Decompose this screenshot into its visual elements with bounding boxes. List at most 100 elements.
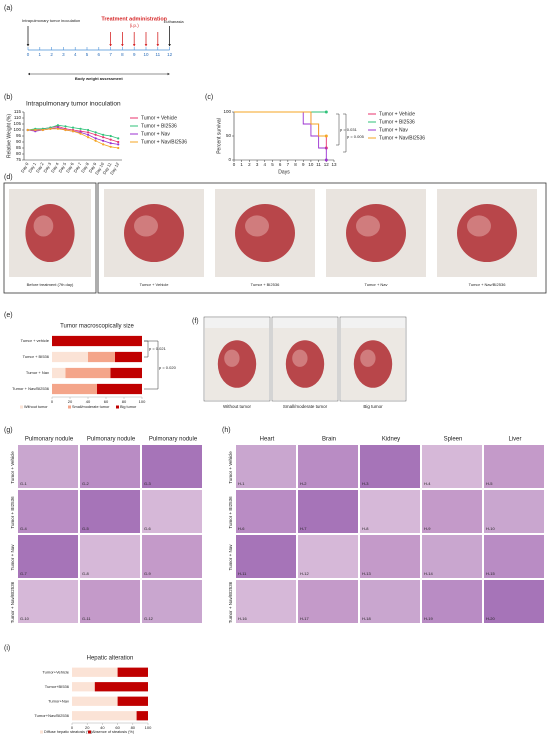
assessment-label: Body weight assessment: [75, 76, 123, 81]
data-point: [94, 137, 97, 140]
x-tick-label: Day 0: [20, 161, 30, 174]
p-bracket: [336, 113, 340, 146]
legend-swatch: [68, 405, 71, 409]
data-point: [49, 127, 52, 130]
tissue-highlight: [292, 349, 308, 367]
p-bracket: [343, 113, 347, 153]
p-value: p = 0.020: [159, 365, 177, 370]
panel-label: (f): [192, 318, 199, 325]
photo-caption: Tumor + Nav: [364, 282, 387, 287]
y-tick-label: 85: [16, 145, 22, 150]
data-point: [56, 127, 60, 130]
tissue-highlight: [245, 215, 269, 237]
x-tick-label: 80: [122, 399, 127, 404]
cell-label: H-13: [362, 571, 371, 576]
x-tick-label: Day 12: [109, 161, 120, 176]
category-label: Tumor+Vehicle: [42, 669, 69, 674]
x-axis-label: Days: [278, 169, 290, 175]
y-axis-label: Percent survival: [216, 118, 222, 154]
timeline-day: 10: [143, 52, 149, 57]
x-tick-label: 10: [308, 162, 314, 167]
legend-label: Without tumor: [24, 405, 48, 409]
x-tick-label: Day 8: [80, 161, 90, 174]
legend-swatch: [20, 405, 23, 409]
cell-label: H-3: [362, 481, 369, 486]
data-point: [102, 136, 105, 139]
arrow-head: [167, 72, 170, 76]
tissue-highlight: [360, 349, 376, 367]
timeline-day: 8: [121, 52, 124, 57]
p-value: p = 0.031: [340, 127, 358, 132]
y-tick-label: 115: [14, 109, 22, 114]
x-tick-label: 100: [139, 399, 146, 404]
bar-segment: [72, 682, 95, 692]
cell-label: H-9: [424, 526, 431, 531]
cell-label: G-11: [82, 616, 91, 621]
bar-segment: [88, 351, 115, 363]
legend-label: Absence of steatosis (%): [92, 730, 135, 734]
micrograph: [18, 490, 78, 533]
arrow-head: [26, 44, 30, 47]
bar-segment: [94, 682, 148, 692]
x-tick-label: Day 3: [42, 161, 52, 174]
y-tick-label: 100: [223, 109, 231, 114]
micrograph: [484, 535, 544, 578]
bar-segment: [115, 351, 142, 363]
cell-label: H-14: [424, 571, 433, 576]
data-point: [41, 128, 44, 132]
column-header: Pulmonary nodule: [87, 437, 136, 443]
x-tick-label: 7: [287, 162, 290, 167]
x-tick-label: 20: [85, 725, 90, 730]
data-point: [109, 145, 112, 148]
micrograph: [18, 580, 78, 623]
euthanasia-label: Euthanasia: [164, 19, 185, 24]
cell-label: H-16: [238, 616, 247, 621]
data-point: [26, 128, 29, 132]
x-tick-label: 9: [302, 162, 305, 167]
row-label: Tumor + BI2536: [10, 496, 15, 529]
timeline-day: 9: [133, 52, 136, 57]
micrograph: [484, 580, 544, 623]
column-header: Liver: [508, 437, 521, 443]
column-header: Pulmonary nodule: [25, 437, 74, 443]
photo-frame: [203, 316, 271, 402]
data-point: [79, 132, 82, 135]
data-point: [102, 133, 105, 136]
photo-caption: Big tumor: [363, 404, 383, 409]
micrograph: [80, 535, 140, 578]
bar-segment: [52, 351, 88, 363]
column-header: Heart: [260, 437, 275, 443]
y-tick-label: 105: [13, 121, 21, 126]
x-tick-label: 3: [256, 162, 259, 167]
cell-label: H-1: [238, 481, 245, 486]
cell-label: H-7: [300, 526, 307, 531]
legend-label: Tumor + Nav: [141, 131, 170, 137]
cell-label: G-6: [144, 526, 151, 531]
x-tick-label: 40: [86, 399, 91, 404]
micrograph: [142, 580, 202, 623]
micrograph: [298, 580, 358, 623]
p-value: p = 0.005: [347, 134, 365, 139]
micrograph: [142, 445, 202, 488]
arrow-head: [109, 44, 112, 47]
data-point: [94, 139, 97, 142]
cell-label: H-6: [238, 526, 245, 531]
photo-caption: Without tumor: [223, 404, 252, 409]
panel-label: (a): [4, 5, 13, 12]
category-label: Tumor + Nav/BI2536: [12, 386, 50, 391]
chart-title: Tumor macroscopically size: [60, 324, 134, 330]
photo-caption: Small/moderate tumor: [283, 404, 328, 409]
cell-label: G-10: [20, 616, 30, 621]
cell-label: H-8: [362, 526, 369, 531]
x-tick-label: 100: [145, 725, 152, 730]
x-tick-label: 0: [233, 162, 236, 167]
survival-end: [324, 110, 328, 114]
row-label: Tumor + Nav/BI2536: [10, 581, 15, 623]
arrow-head: [132, 44, 136, 47]
x-tick-label: Day 2: [35, 161, 45, 174]
cell-label: G-9: [144, 571, 151, 576]
micrograph: [360, 580, 420, 623]
x-tick-label: Day 7: [73, 161, 83, 174]
